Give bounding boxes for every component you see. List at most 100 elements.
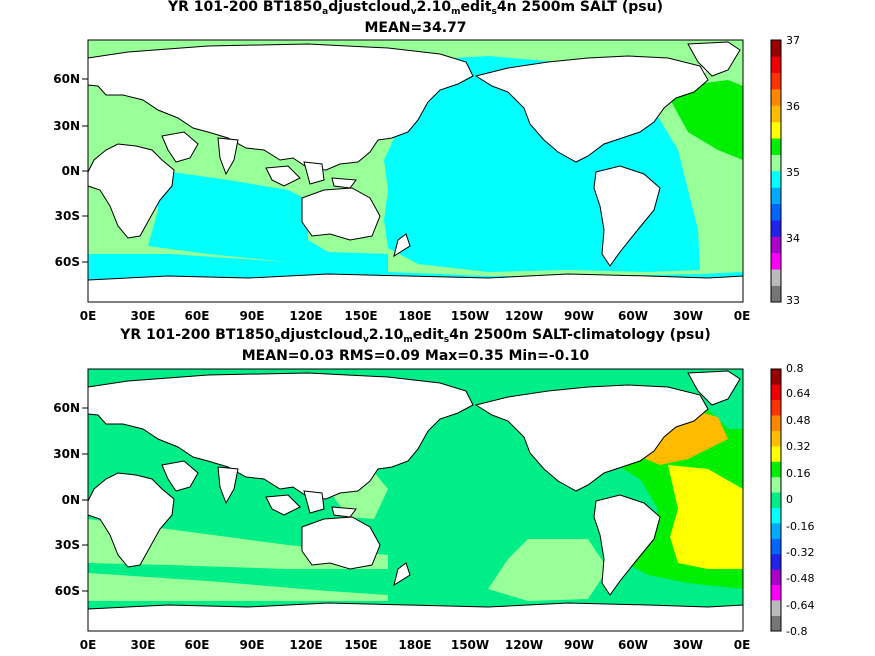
colorbar-swatch xyxy=(771,415,781,431)
panel2-stats: MEAN=0.03 RMS=0.09 Max=0.35 Min=-0.10 xyxy=(241,348,590,364)
lon-label: 0E xyxy=(80,309,97,323)
colorbar-frame xyxy=(770,39,782,303)
lon-label: 150W xyxy=(451,638,489,652)
panel1-colorbar-labels: 37 36 35 34 33 xyxy=(786,34,800,307)
colorbar-swatch xyxy=(771,138,781,155)
panel1-lon-labels: 0E 30E 60E 90E 120E 150E 180E 150W 120W … xyxy=(80,309,751,323)
panel1-map xyxy=(87,39,744,303)
colorbar-swatch xyxy=(771,72,781,90)
colorbar-swatch xyxy=(771,236,781,254)
lon-label: 120W xyxy=(505,309,543,323)
colorbar-swatch xyxy=(771,252,781,270)
lat-label: 30N xyxy=(53,119,80,133)
colorbar-label: -0.16 xyxy=(786,520,814,533)
colorbar-swatch xyxy=(771,269,781,286)
colorbar-swatch xyxy=(771,553,781,570)
panel1-stats: MEAN=34.77 xyxy=(364,20,467,36)
lon-label: 60W xyxy=(618,309,648,323)
colorbar-swatch xyxy=(771,220,781,237)
colorbar-swatch xyxy=(771,56,781,74)
lat-label: 0N xyxy=(62,164,80,178)
lon-label: 120E xyxy=(289,638,322,652)
colorbar-swatch xyxy=(771,171,781,188)
colorbar-swatch xyxy=(771,203,781,221)
lon-label: 150E xyxy=(344,309,377,323)
colorbar-swatch xyxy=(771,154,781,172)
colorbar-label: 0.16 xyxy=(786,467,811,480)
colorbar-label: 0.32 xyxy=(786,440,811,453)
panel2-colorbar xyxy=(770,368,782,632)
colorbar-swatch xyxy=(771,615,781,632)
colorbar-swatch xyxy=(771,507,781,524)
colorbar-swatch xyxy=(771,523,781,539)
lat-label: 60S xyxy=(55,255,80,269)
panel1-lat-labels: 60N 30N 0N 30S 60S xyxy=(53,72,88,269)
lon-label: 30W xyxy=(673,309,703,323)
colorbar-swatch xyxy=(771,569,781,586)
lat-label: 60N xyxy=(53,401,80,415)
colorbar-swatch xyxy=(771,584,781,601)
lat-label: 30N xyxy=(53,447,80,461)
colorbar-swatch xyxy=(771,430,781,447)
colorbar-swatch xyxy=(771,285,781,303)
colorbar-swatch xyxy=(771,89,781,106)
colorbar-swatch xyxy=(771,600,781,616)
colorbar-swatch xyxy=(771,538,781,555)
colorbar-swatch xyxy=(771,105,781,123)
panel1-colorbar xyxy=(770,39,782,303)
colorbar-swatch xyxy=(771,121,781,139)
lon-label: 30W xyxy=(673,638,703,652)
panel2-colorbar-labels: 0.8 0.64 0.48 0.32 0.16 0 -0.16 -0.32 -0… xyxy=(786,362,814,638)
lon-label: 180E xyxy=(398,309,431,323)
lon-label: 60W xyxy=(618,638,648,652)
colorbar-label: 35 xyxy=(786,166,800,179)
colorbar-label: -0.64 xyxy=(786,599,814,612)
colorbar-label: 0 xyxy=(786,493,793,506)
lon-label: 0E xyxy=(734,638,751,652)
colorbar-swatch xyxy=(771,446,781,462)
lon-label: 90W xyxy=(564,309,594,323)
colorbar-label: 33 xyxy=(786,294,800,307)
lon-label: 90W xyxy=(564,638,594,652)
lon-label: 60E xyxy=(185,638,210,652)
lon-label: 120W xyxy=(505,638,543,652)
colorbar-label: -0.32 xyxy=(786,546,814,559)
colorbar-label: 0.64 xyxy=(786,387,811,400)
colorbar-swatch xyxy=(771,461,781,478)
panel1-title: YR 101-200 BT1850adjustcloudv2.10medits4… xyxy=(168,0,663,17)
lat-label: 0N xyxy=(62,493,80,507)
colorbar-label: 37 xyxy=(786,34,800,47)
colorbar-label: -0.48 xyxy=(786,572,814,585)
colorbar-label: 34 xyxy=(786,232,800,245)
colorbar-swatch xyxy=(771,384,781,401)
colorbar-label: 0.48 xyxy=(786,414,811,427)
lat-label: 60S xyxy=(55,584,80,598)
lon-label: 180E xyxy=(398,638,431,652)
lat-label: 30S xyxy=(55,209,80,223)
panel2-map xyxy=(87,368,744,632)
panel2-lat-labels: 60N 30N 0N 30S 60S xyxy=(53,401,88,598)
lon-label: 0E xyxy=(734,309,751,323)
colorbar-label: -0.8 xyxy=(786,625,807,638)
colorbar-label: 36 xyxy=(786,100,800,113)
colorbar-swatch xyxy=(771,40,781,57)
colorbar-swatch xyxy=(771,476,781,493)
lat-label: 60N xyxy=(53,72,80,86)
colorbar-label: 0.8 xyxy=(786,362,804,375)
panel2-lon-labels: 0E 30E 60E 90E 120E 150E 180E 150W 120W … xyxy=(80,638,751,652)
colorbar-swatch xyxy=(771,399,781,416)
lon-label: 30E xyxy=(131,638,156,652)
colorbar-swatch xyxy=(771,187,781,205)
lon-label: 60E xyxy=(185,309,210,323)
colorbar-frame xyxy=(770,368,782,632)
lon-label: 90E xyxy=(240,638,265,652)
colorbar-swatch xyxy=(771,492,781,508)
lon-label: 90E xyxy=(240,309,265,323)
colorbar-swatch xyxy=(771,369,781,385)
panel2-title: YR 101-200 BT1850adjustcloudv2.10medits4… xyxy=(120,327,711,345)
lon-label: 150W xyxy=(451,309,489,323)
lat-label: 30S xyxy=(55,538,80,552)
lon-label: 30E xyxy=(131,309,156,323)
lon-label: 0E xyxy=(80,638,97,652)
